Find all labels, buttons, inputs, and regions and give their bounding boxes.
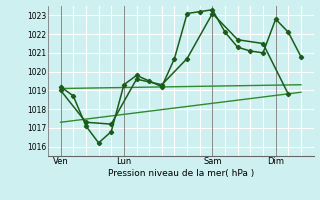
X-axis label: Pression niveau de la mer( hPa ): Pression niveau de la mer( hPa )	[108, 169, 254, 178]
